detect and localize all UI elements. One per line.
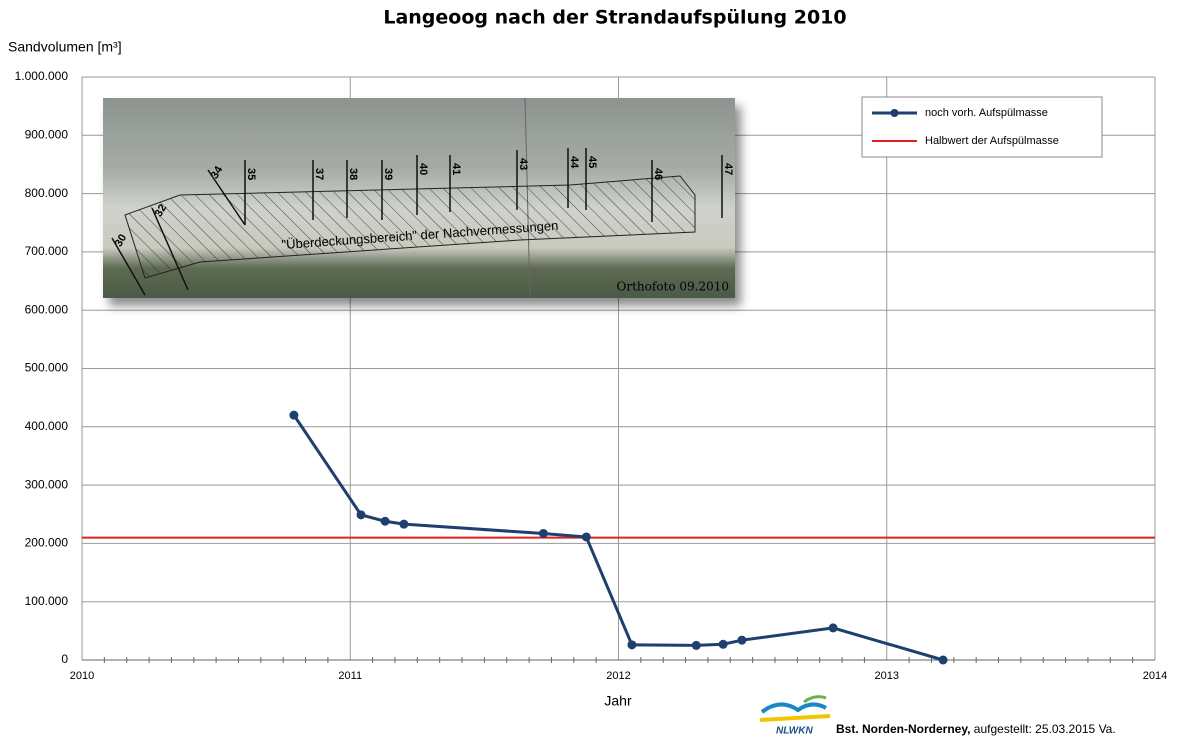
- legend-marker: [890, 109, 899, 117]
- x-tick-label: 2014: [1143, 670, 1167, 682]
- orthophoto-inset: "Überdeckungsbereich" der Nachvermessung…: [103, 97, 735, 299]
- transect-label: 40: [417, 163, 429, 175]
- x-tick-label: 2013: [875, 670, 899, 682]
- legend: noch vorh. Aufspülmasse Halbwert der Aufs…: [861, 96, 1103, 158]
- data-point: [828, 623, 838, 633]
- x-tick-label: 2011: [338, 670, 362, 682]
- footer: NLWKN Bst. Norden-Norderney, aufgestellt…: [759, 695, 1116, 737]
- chart-title: Langeoog nach der Strandaufspülung 2010: [383, 7, 846, 29]
- data-point: [289, 410, 299, 420]
- footer-note: aufgestellt: 25.03.2015 Va.: [970, 722, 1115, 736]
- footer-org: Bst. Norden-Norderney,: [836, 722, 970, 736]
- transect-label: 43: [517, 158, 529, 170]
- logo-wave: [760, 702, 827, 714]
- transect-label: 32: [153, 202, 170, 219]
- transect-label: 38: [347, 168, 359, 180]
- footer-text: Bst. Norden-Norderney, aufgestellt: 25.0…: [836, 722, 1116, 736]
- x-tick-label: 2010: [70, 670, 94, 682]
- x-tick-label: 2012: [606, 670, 630, 682]
- y-tick-label: 300.000: [25, 477, 69, 491]
- data-point: [737, 635, 747, 645]
- transect-label: 44: [568, 156, 580, 169]
- transect-label: 46: [652, 168, 664, 180]
- y-tick-label: 100.000: [25, 594, 69, 608]
- data-point: [581, 532, 591, 542]
- x-axis-label: Jahr: [604, 693, 632, 709]
- transect: [151, 207, 189, 291]
- transect: [111, 237, 146, 296]
- transect-label: 47: [722, 163, 734, 175]
- y-tick-label: 400.000: [25, 419, 69, 433]
- legend-box: [861, 96, 1103, 158]
- legend-label: noch vorh. Aufspülmasse: [925, 107, 1048, 119]
- transect-label: 39: [382, 168, 394, 180]
- transect-label: 37: [313, 168, 325, 180]
- data-point: [538, 528, 548, 538]
- y-tick-label: 0: [61, 652, 68, 666]
- logo-leaf: [803, 695, 827, 704]
- data-point: [627, 640, 637, 650]
- data-point: [718, 639, 728, 649]
- data-point: [691, 640, 701, 650]
- y-tick-label: 200.000: [25, 536, 69, 550]
- y-tick-label: 700.000: [25, 244, 69, 258]
- transect-label: 41: [450, 163, 462, 175]
- y-tick-label: 900.000: [25, 127, 69, 141]
- y-tick-label: 1.000.000: [15, 69, 69, 83]
- y-tick-label: 800.000: [25, 186, 69, 200]
- data-point: [356, 510, 366, 520]
- data-point: [938, 655, 948, 665]
- data-point: [380, 516, 390, 526]
- transect-label: 30: [113, 232, 130, 249]
- photo-caption: Orthofoto 09.2010: [617, 280, 730, 294]
- logo-bar: [759, 714, 831, 722]
- y-tick-label: 500.000: [25, 361, 69, 375]
- data-point: [399, 519, 409, 529]
- y-tick-label: 600.000: [25, 302, 69, 316]
- legend-label: Halbwert der Aufspülmasse: [925, 135, 1059, 147]
- transect-label: 35: [245, 168, 257, 180]
- logo-text: NLWKN: [776, 726, 813, 737]
- y-axis-label: Sandvolumen [m³]: [8, 39, 122, 55]
- coverage-area: [124, 175, 696, 279]
- transect: [207, 169, 246, 226]
- transect-label: 45: [586, 156, 598, 168]
